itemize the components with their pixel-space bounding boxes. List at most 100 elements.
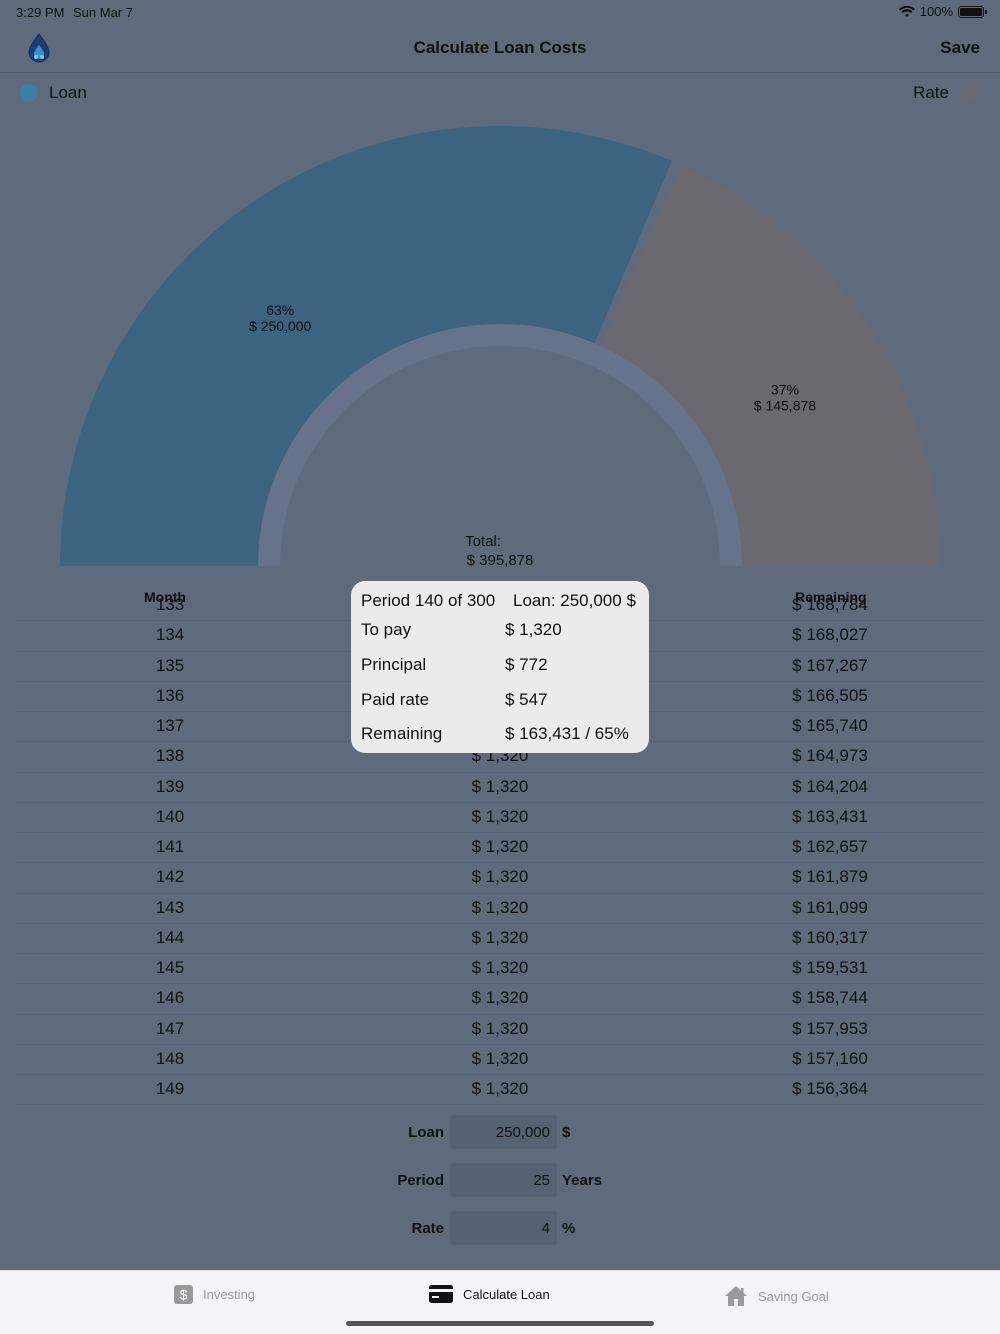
legend-rate: Rate xyxy=(913,83,978,103)
table-cell-month: 138 xyxy=(155,746,185,766)
slice-rate-amount: $ 145,878 xyxy=(754,398,816,414)
table-cell-remaining: $ 166,505 xyxy=(792,685,868,705)
popup-period: Period 140 of 300 xyxy=(361,591,496,610)
table-cell-pay: $ 1,320 xyxy=(471,1079,529,1098)
table-cell-month: 141 xyxy=(155,837,185,856)
period-input[interactable] xyxy=(450,1163,557,1197)
table-cell-remaining: $ 156,364 xyxy=(792,1079,868,1098)
rate-label: Rate xyxy=(411,1220,444,1237)
status-time: 3:29 PM xyxy=(16,5,65,20)
table-cell-remaining: $ 157,160 xyxy=(792,1048,868,1068)
battery-icon xyxy=(958,5,987,18)
credit-card-icon xyxy=(429,1285,453,1303)
table-cell-pay: $ 1,320 xyxy=(471,867,529,887)
table-row[interactable]: 143 $ 1,320 $ 161,099 xyxy=(15,894,985,924)
table-row[interactable]: 149 $ 1,320 $ 156,364 xyxy=(15,1075,985,1106)
popup-key: Principal xyxy=(361,655,427,674)
slice-rate-percent: 37% xyxy=(771,382,799,398)
table-cell-month: 145 xyxy=(155,958,185,977)
table-cell-month: 146 xyxy=(155,988,185,1008)
table-cell-pay: $ 1,320 xyxy=(471,958,529,977)
period-unit: Years xyxy=(562,1172,603,1189)
slice-loan-amount: $ 250,000 xyxy=(249,318,311,334)
table-cell-remaining: $ 168,784 xyxy=(792,596,868,614)
table-row[interactable]: 142 $ 1,320 $ 161,879 xyxy=(15,863,985,894)
table-cell-month: 148 xyxy=(155,1048,185,1068)
popup-row: Principal $ 772 xyxy=(361,655,646,679)
chart-slice-loan[interactable] xyxy=(60,125,672,567)
table-cell-pay: $ 1,320 xyxy=(471,1018,529,1038)
popup-value: $ 547 xyxy=(505,690,548,709)
legend-rate-dot xyxy=(960,84,978,102)
table-cell-month: 135 xyxy=(155,655,185,675)
tab-investing-label: Investing xyxy=(203,1287,256,1302)
rate-unit: % xyxy=(562,1220,576,1237)
table-cell-remaining: $ 162,657 xyxy=(792,837,868,856)
chart-total-value: $ 395,878 xyxy=(467,552,534,569)
table-cell-remaining: $ 167,267 xyxy=(792,655,868,675)
loan-input[interactable] xyxy=(450,1115,557,1149)
page-title: Calculate Loan Costs xyxy=(413,38,587,57)
table-row[interactable]: 139 $ 1,320 $ 164,204 xyxy=(15,773,985,803)
table-cell-pay: $ 1,320 xyxy=(471,897,529,917)
table-cell-month: 140 xyxy=(155,806,185,826)
table-cell-pay: $ 1,320 xyxy=(471,988,529,1008)
slice-loan-percent: 63% xyxy=(266,302,294,318)
legend-loan-dot xyxy=(20,84,38,102)
popup-key: Paid rate xyxy=(361,690,430,709)
app-logo-icon xyxy=(28,33,50,63)
legend-loan-label: Loan xyxy=(49,83,87,102)
table-header-remaining: Remaining xyxy=(795,589,867,605)
legend-loan: Loan xyxy=(20,83,87,103)
table-cell-remaining: $ 164,973 xyxy=(792,746,868,766)
popup-row: Paid rate $ 547 xyxy=(361,690,646,714)
popup-key: To pay xyxy=(361,620,412,639)
table-cell-pay: $ 1,320 xyxy=(471,837,529,856)
popup-key: Remaining xyxy=(361,724,443,743)
battery-percent: 100% xyxy=(919,4,953,19)
table-cell-month: 143 xyxy=(155,897,185,917)
rate-input[interactable] xyxy=(450,1211,557,1245)
table-cell-remaining: $ 164,204 xyxy=(792,776,868,796)
table-cell-month: 136 xyxy=(155,685,185,705)
table-cell-remaining: $ 168,027 xyxy=(792,625,868,645)
chart-total-label: Total: xyxy=(465,533,501,550)
table-cell-month: 139 xyxy=(155,776,185,796)
tab-saving-goal[interactable]: Saving Goal xyxy=(724,1285,829,1307)
home-indicator xyxy=(346,1321,654,1326)
table-header-month: Month xyxy=(144,589,186,605)
popup-row: Remaining $ 163,431 / 65% xyxy=(361,724,646,748)
tab-saving-goal-label: Saving Goal xyxy=(758,1288,829,1304)
loan-unit: $ xyxy=(562,1124,571,1141)
loan-cost-chart: 63% $ 250,000 37% $ 145,878 Total: $ 395… xyxy=(60,125,940,569)
status-bar: 3:29 PM Sun Mar 7 100% xyxy=(0,0,1000,24)
table-row[interactable]: 144 $ 1,320 $ 160,317 xyxy=(15,924,985,954)
table-cell-month: 149 xyxy=(155,1079,185,1098)
table-row[interactable]: 146 $ 1,320 $ 158,744 xyxy=(15,984,985,1015)
table-row[interactable]: 147 $ 1,320 $ 157,953 xyxy=(15,1015,985,1045)
table-row[interactable]: 145 $ 1,320 $ 159,531 xyxy=(15,954,985,985)
tab-calculate-loan[interactable]: Calculate Loan xyxy=(429,1285,550,1303)
chart-slice-rate[interactable] xyxy=(599,165,940,566)
status-date: Sun Mar 7 xyxy=(73,5,133,20)
table-cell-month: 134 xyxy=(155,625,185,645)
tab-investing[interactable]: $ Investing xyxy=(174,1285,255,1304)
table-row[interactable]: 141 $ 1,320 $ 162,657 xyxy=(15,833,985,864)
table-cell-remaining: $ 165,740 xyxy=(792,716,868,735)
popup-loan: Loan: 250,000 $ xyxy=(513,591,636,610)
table-cell-pay: $ 1,320 xyxy=(471,1048,529,1068)
table-cell-pay: $ 1,320 xyxy=(471,776,529,796)
table-row[interactable]: 140 $ 1,320 $ 163,431 xyxy=(15,803,985,833)
popup-value: $ 163,431 / 65% xyxy=(505,724,629,743)
table-cell-remaining: $ 157,953 xyxy=(792,1018,868,1038)
legend-rate-label: Rate xyxy=(913,83,949,102)
popup-value: $ 772 xyxy=(505,655,548,674)
table-cell-pay: $ 1,320 xyxy=(471,806,529,826)
loan-label: Loan xyxy=(408,1124,444,1141)
tab-calculate-loan-label: Calculate Loan xyxy=(463,1286,550,1302)
table-cell-remaining: $ 161,879 xyxy=(792,867,868,887)
dollar-icon: $ xyxy=(174,1285,193,1304)
save-button[interactable]: Save xyxy=(940,38,980,57)
table-cell-remaining: $ 163,431 xyxy=(792,806,868,826)
table-row[interactable]: 148 $ 1,320 $ 157,160 xyxy=(15,1045,985,1075)
